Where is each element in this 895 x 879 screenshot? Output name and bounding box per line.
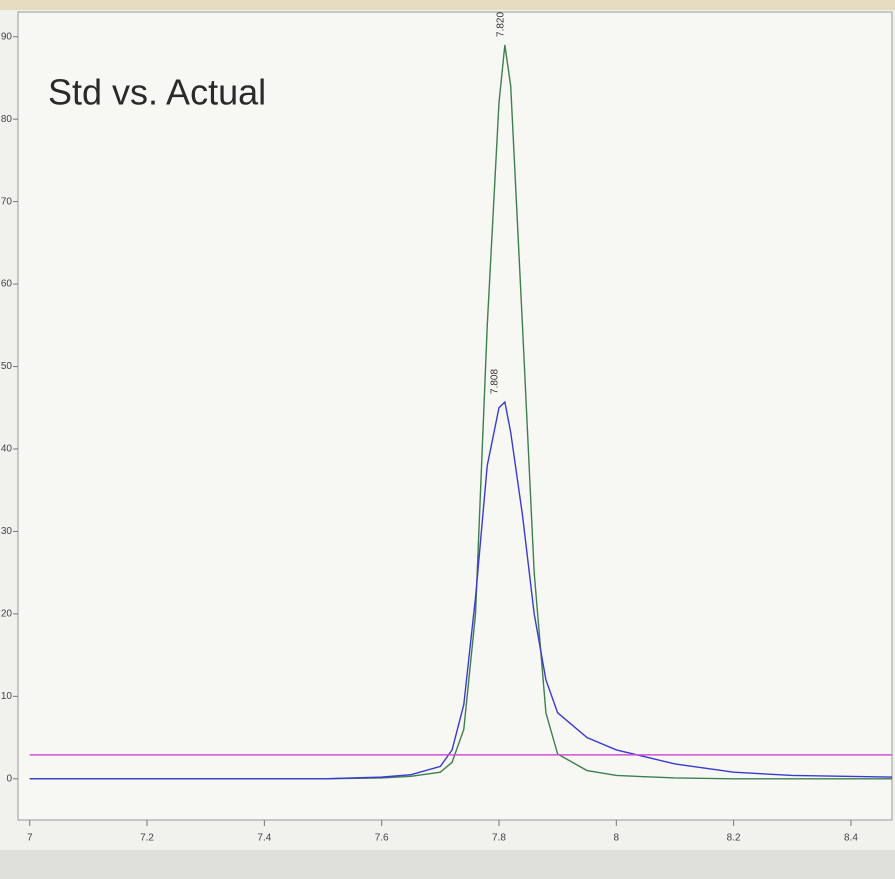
y-tick-label: 90 <box>1 31 13 42</box>
y-tick-label: 0 <box>6 773 12 784</box>
y-tick-label: 40 <box>1 444 13 455</box>
y-tick-label: 60 <box>1 279 13 290</box>
y-tick-label: 70 <box>1 196 13 207</box>
x-tick-label: 7.4 <box>257 833 271 844</box>
x-tick-label: 7.2 <box>140 833 154 844</box>
chart: Std vs. Actual 7 7.2 7.4 7.6 7.8 8 8.2 8.4 0 10 20… <box>0 0 895 879</box>
x-tick-label: 7 <box>27 833 33 844</box>
y-tick-label: 50 <box>1 361 13 372</box>
y-tick-label: 20 <box>1 609 13 620</box>
x-tick-label: 8 <box>614 833 620 844</box>
y-tick-label: 80 <box>1 114 13 125</box>
y-tick-label: 30 <box>1 526 13 537</box>
x-tick-label: 8.4 <box>844 833 858 844</box>
top-bar <box>0 0 895 10</box>
bottom-bar <box>0 850 895 879</box>
plot-area <box>18 12 892 820</box>
x-tick-label: 7.8 <box>492 833 506 844</box>
peak-label: 7.820 <box>495 12 506 37</box>
peak-label: 7.808 <box>490 369 501 394</box>
chart-title: Std vs. Actual <box>48 72 266 113</box>
y-tick-label: 10 <box>1 691 13 702</box>
x-tick-label: 7.6 <box>375 833 389 844</box>
x-tick-label: 8.2 <box>727 833 741 844</box>
